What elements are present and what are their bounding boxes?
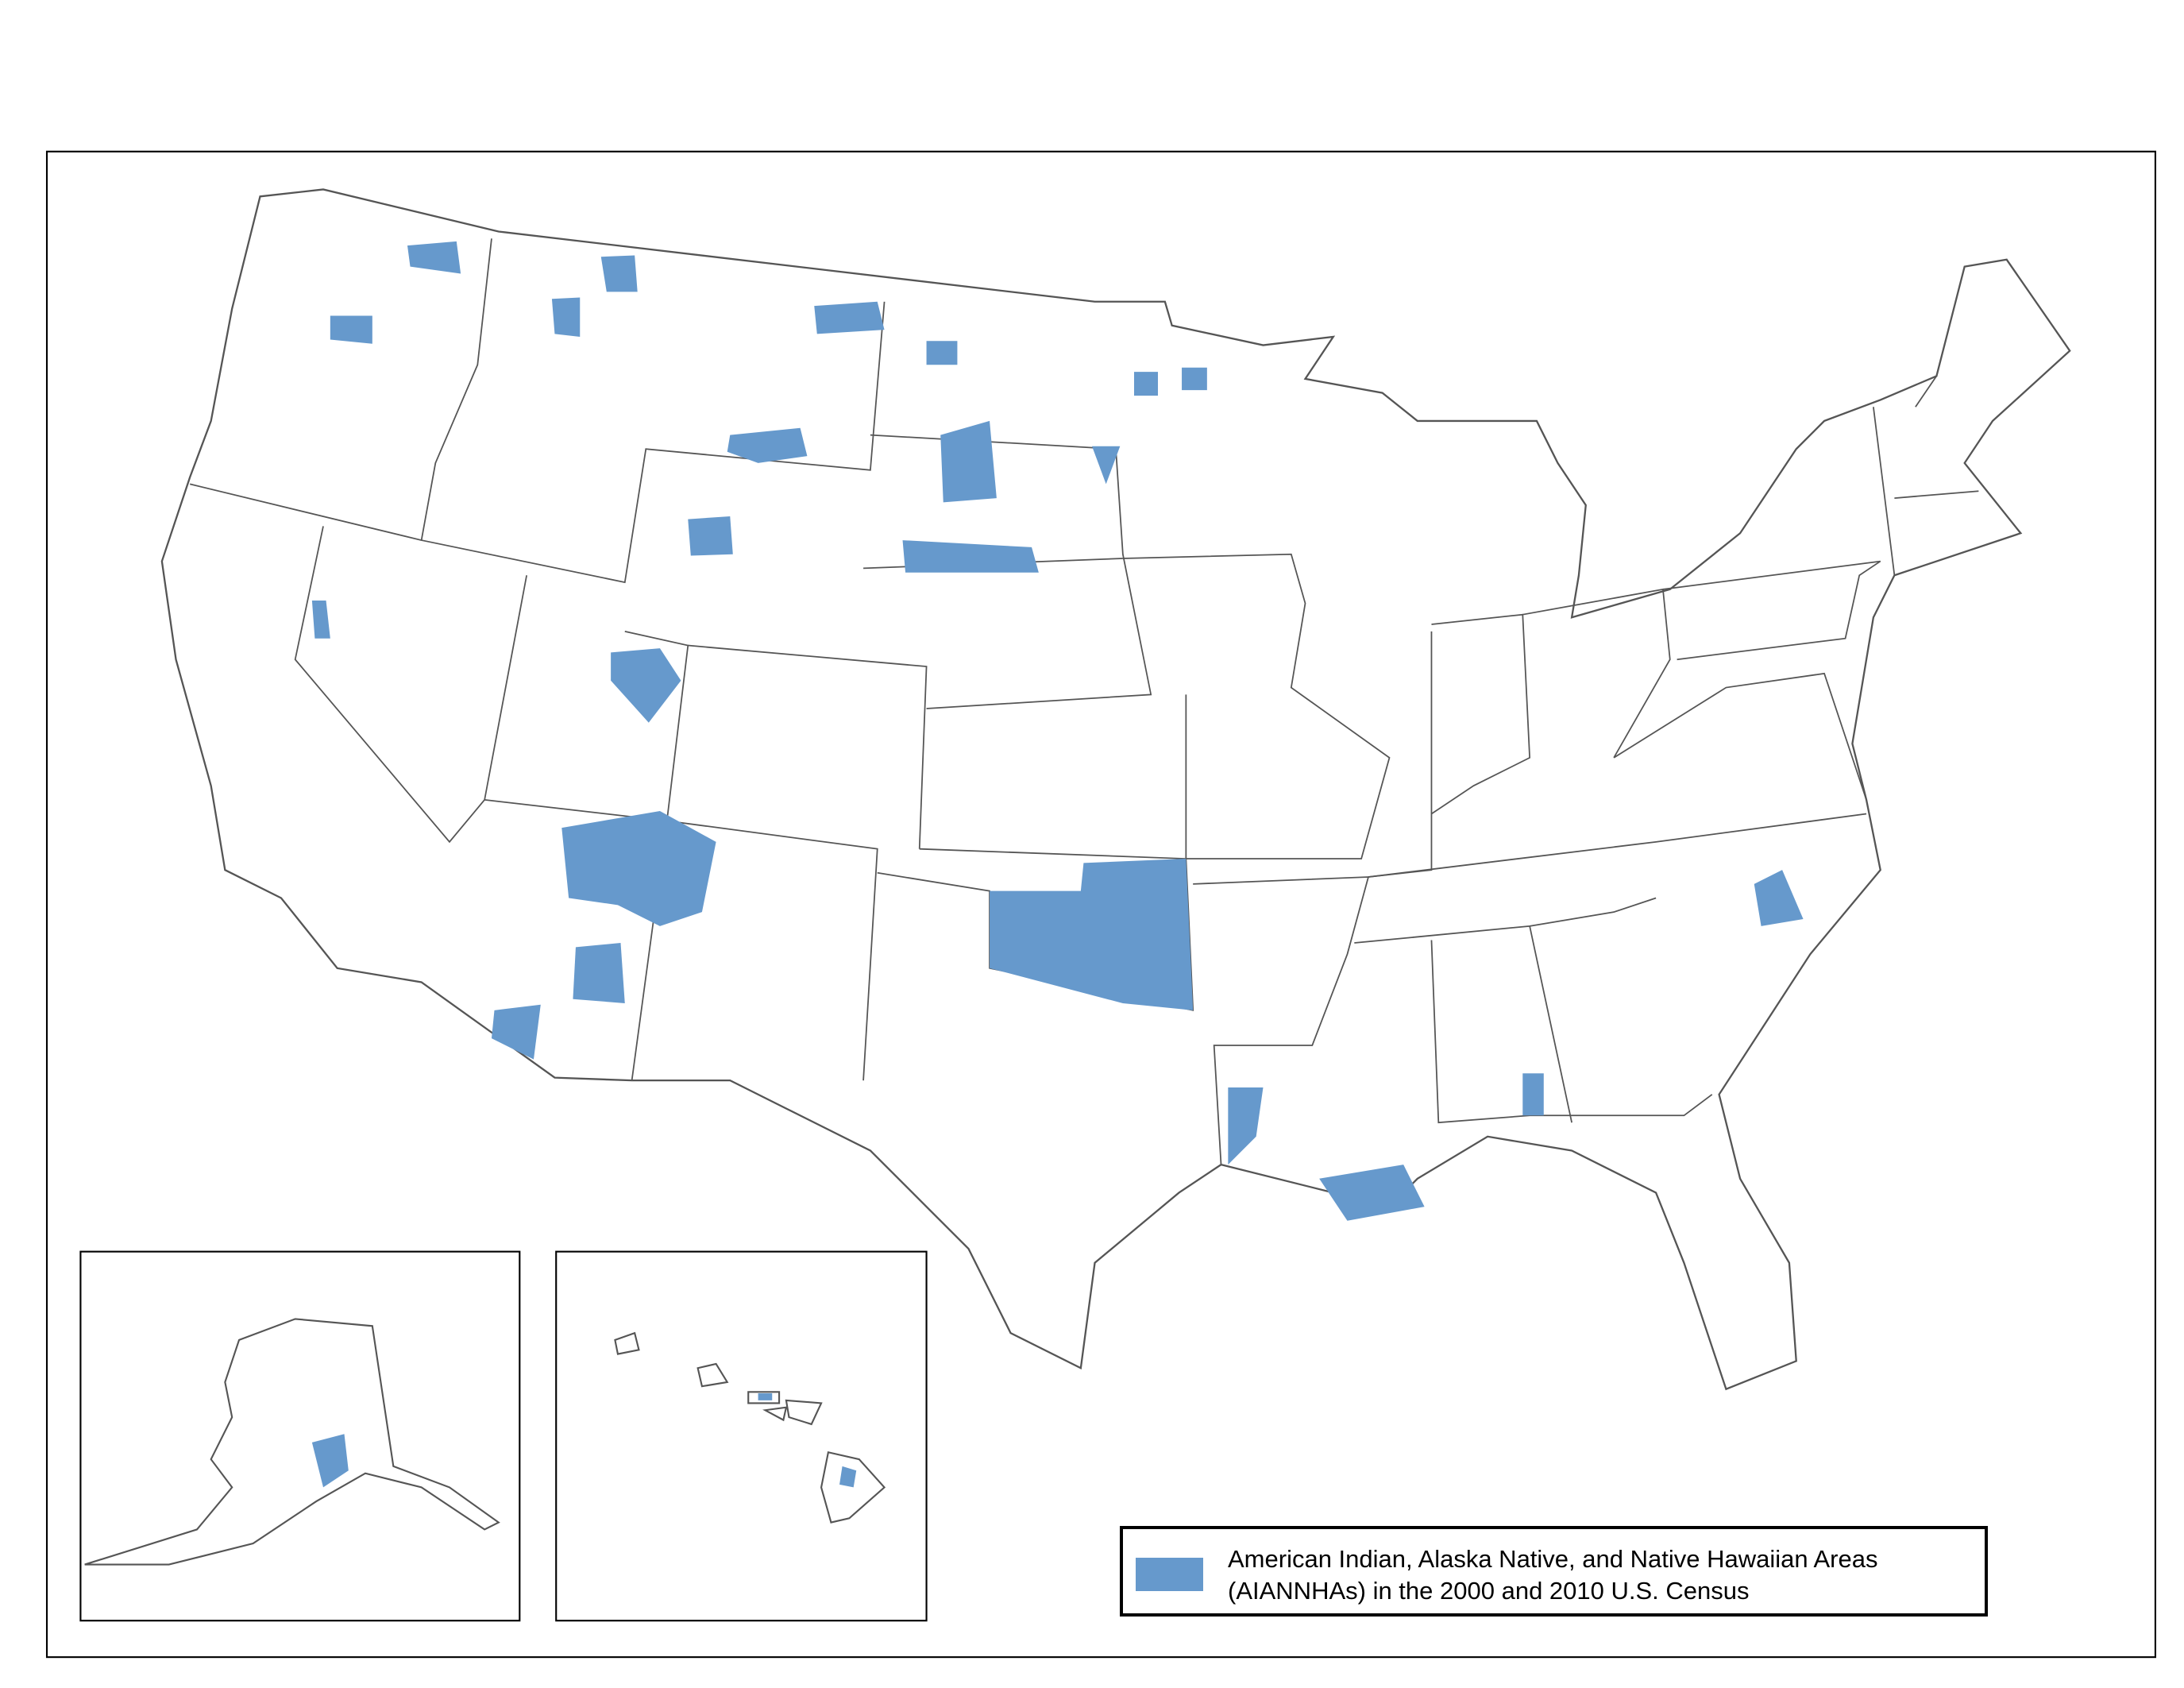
area-oklahoma bbox=[990, 859, 1194, 1010]
area-fort-peck bbox=[814, 301, 885, 334]
alaska bbox=[84, 1318, 500, 1566]
area-nevada bbox=[311, 601, 330, 639]
area-flathead bbox=[551, 297, 581, 337]
area-wind-river bbox=[688, 516, 733, 556]
area-yakama bbox=[330, 315, 372, 344]
area-minnesota bbox=[1133, 367, 1207, 396]
area-lumbee bbox=[1754, 870, 1804, 926]
legend-label: American Indian, Alaska Native, and Nati… bbox=[1228, 1543, 1878, 1607]
area-louisiana-west bbox=[1228, 1087, 1264, 1165]
aiannha-areas bbox=[311, 241, 1804, 1221]
state-borders bbox=[189, 238, 1979, 1165]
hawaii bbox=[614, 1331, 886, 1524]
us-outline bbox=[160, 188, 2071, 1391]
area-cheyenne-river bbox=[940, 420, 997, 503]
area-uintah bbox=[611, 648, 681, 723]
area-pine-ridge bbox=[902, 540, 1039, 573]
area-lake-traverse bbox=[1092, 446, 1121, 485]
hawaii-inset bbox=[555, 1250, 928, 1622]
area-tohono bbox=[491, 1004, 541, 1060]
area-louisiana bbox=[1319, 1165, 1425, 1221]
legend: American Indian, Alaska Native, and Nati… bbox=[1120, 1526, 1988, 1617]
area-standing-rock bbox=[926, 341, 958, 365]
legend-line-1: American Indian, Alaska Native, and Nati… bbox=[1228, 1545, 1878, 1573]
area-san-carlos bbox=[573, 943, 625, 1003]
hawaii-areas bbox=[758, 1393, 857, 1488]
area-blackfeet bbox=[600, 255, 638, 292]
area-navajo bbox=[561, 810, 716, 926]
conterminous-us bbox=[160, 188, 2071, 1391]
area-alabama bbox=[1522, 1073, 1544, 1116]
legend-line-2: (AIANNHAs) in the 2000 and 2010 U.S. Cen… bbox=[1228, 1577, 1750, 1605]
area-crow bbox=[727, 427, 808, 463]
legend-swatch bbox=[1136, 1558, 1203, 1591]
area-colville bbox=[407, 241, 461, 274]
map-frame bbox=[45, 150, 2157, 1659]
